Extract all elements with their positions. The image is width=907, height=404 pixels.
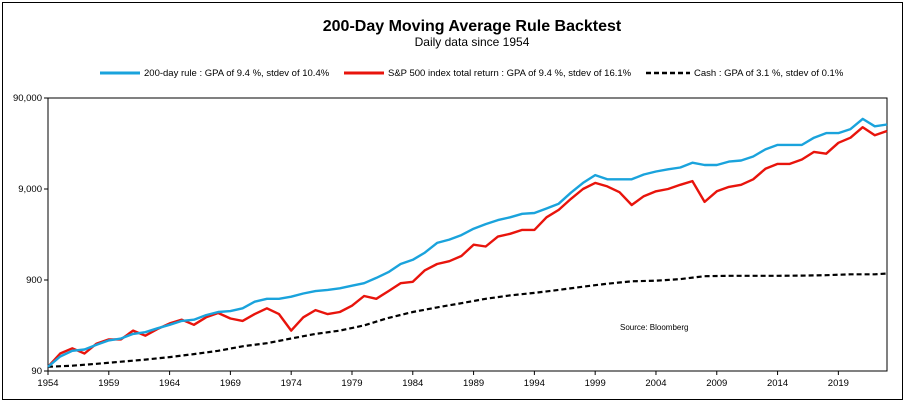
x-tick-label: 1959 xyxy=(98,378,119,389)
y-tick-label: 9,000 xyxy=(18,184,42,195)
x-tick-label: 2009 xyxy=(706,378,727,389)
legend-label-cash: Cash : GPA of 3.1 %, stdev of 0.1% xyxy=(694,68,844,79)
x-tick-label: 1954 xyxy=(37,378,58,389)
x-tick-label: 1979 xyxy=(341,378,362,389)
x-tick-label: 2014 xyxy=(767,378,788,389)
legend-label-200day: 200-day rule : GPA of 9.4 %, stdev of 10… xyxy=(144,68,330,79)
series-line-sp500 xyxy=(47,125,888,368)
x-tick-label: 1994 xyxy=(524,378,545,389)
plot-area xyxy=(47,97,888,372)
x-tick-label: 2019 xyxy=(828,378,849,389)
x-tick-label: 1999 xyxy=(585,378,606,389)
x-tick-label: 2004 xyxy=(645,378,666,389)
chart-frame xyxy=(2,2,903,400)
x-tick-label: 1989 xyxy=(463,378,484,389)
chart-subtitle: Daily data since 1954 xyxy=(415,35,530,49)
x-axis: 1954 1959 1964 1969 1974 1979 1984 1989 1994 1999… xyxy=(37,371,849,389)
source-annotation: Source: Bloomberg xyxy=(620,323,688,332)
x-tick-label: 1984 xyxy=(402,378,423,389)
y-tick-label: 900 xyxy=(26,275,42,286)
series-line-cash xyxy=(47,272,888,368)
x-tick-label: 1969 xyxy=(220,378,241,389)
x-tick-label: 1964 xyxy=(159,378,180,389)
legend: 200-day rule : GPA of 9.4 %, stdev of 10… xyxy=(100,68,844,79)
series-lines xyxy=(47,117,888,368)
y-tick-label: 90 xyxy=(31,366,42,377)
chart-title: 200-Day Moving Average Rule Backtest xyxy=(323,18,622,35)
x-tick-label: 1974 xyxy=(281,378,302,389)
y-tick-label: 90,000 xyxy=(13,93,42,104)
series-line-200day xyxy=(47,117,888,368)
y-axis: 90 900 9,000 90,000 xyxy=(13,93,48,377)
legend-label-sp500: S&P 500 index total return : GPA of 9.4 … xyxy=(388,68,632,79)
